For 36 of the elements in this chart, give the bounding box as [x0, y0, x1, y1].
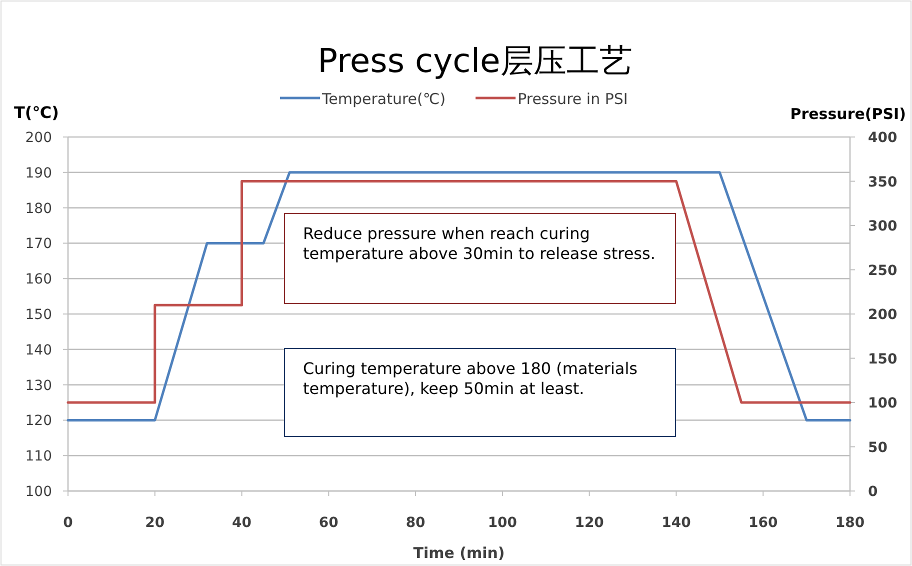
chart-title: Press cycle层压工艺: [318, 41, 632, 80]
y2-tick-label: 400: [868, 130, 898, 146]
x-tick-label: 40: [232, 515, 252, 531]
y2-tick-label: 350: [868, 174, 898, 190]
x-tick-label: 60: [318, 515, 339, 531]
x-tick-label: 0: [63, 515, 74, 531]
y-tick-label: 160: [25, 272, 52, 288]
x-tick-label: 140: [662, 515, 692, 531]
legend-label: Pressure in PSI: [518, 90, 628, 108]
y-tick-label: 120: [25, 413, 52, 430]
x-tick-label: 120: [574, 515, 604, 531]
y-tick-label: 100: [25, 484, 52, 500]
y-tick-label: 150: [25, 307, 52, 323]
y2-tick-label: 0: [868, 484, 878, 500]
y2-tick-label: 100: [868, 396, 898, 412]
y2-tick-label: 200: [868, 307, 898, 323]
y-tick-label: 110: [25, 448, 52, 465]
x-tick-label: 180: [835, 515, 865, 531]
y2-tick-label: 50: [868, 440, 888, 456]
y2-tick-label: 300: [868, 218, 898, 234]
y-tick-label: 170: [25, 236, 52, 252]
x-tick-label: 100: [488, 515, 518, 531]
x-axis-title: Time (min): [413, 544, 505, 562]
y2-tick-label: 250: [868, 262, 898, 279]
y-tick-label: 180: [25, 200, 52, 217]
y2-tick-label: 150: [868, 351, 898, 368]
x-tick-label: 20: [145, 515, 165, 531]
x-tick-label: 80: [406, 515, 426, 531]
y-tick-label: 140: [25, 342, 52, 358]
x-tick-label: 160: [748, 515, 778, 531]
y-axis-title: T(℃): [14, 103, 59, 122]
y-tick-label: 130: [25, 378, 52, 394]
y-tick-label: 190: [25, 165, 52, 182]
y-tick-label: 200: [25, 130, 52, 146]
y2-axis-title: Pressure(PSI): [790, 105, 906, 123]
legend-label: Temperature(℃): [321, 90, 446, 108]
